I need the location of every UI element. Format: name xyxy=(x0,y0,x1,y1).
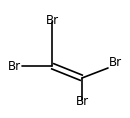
Text: Br: Br xyxy=(8,59,21,72)
Text: Br: Br xyxy=(109,55,122,69)
Text: Br: Br xyxy=(75,95,89,108)
Text: Br: Br xyxy=(46,14,58,27)
